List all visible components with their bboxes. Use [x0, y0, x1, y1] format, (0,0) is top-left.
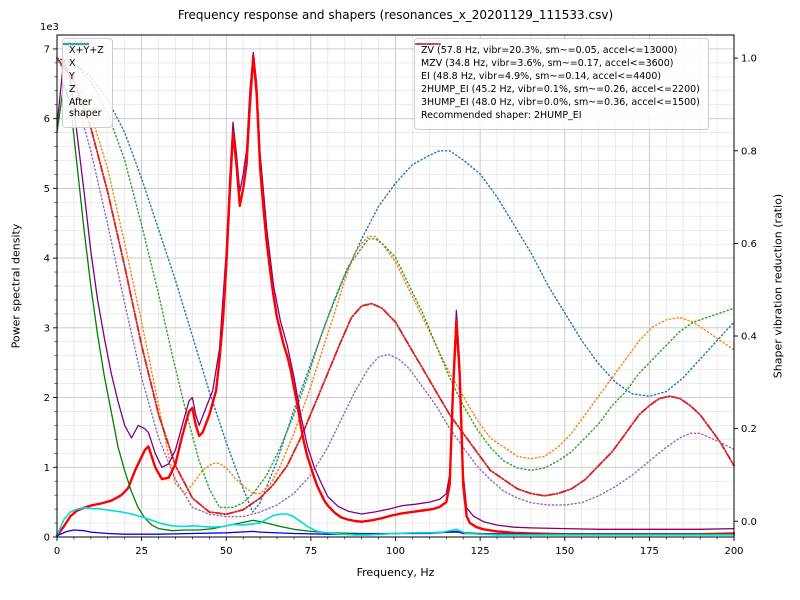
legend-item: After shaper — [63, 43, 104, 120]
legend-item-label: X — [69, 57, 76, 69]
psd-legend: X+Y+Z X Y Z After shaper — [62, 38, 113, 128]
legend-item-label: 2HUMP_EI (45.2 Hz, vibr=0.1%, sm~=0.26, … — [421, 83, 700, 95]
tick-label: 2 — [44, 393, 50, 404]
legend-item-label: X+Y+Z — [69, 45, 104, 56]
tick-label: 0.0 — [741, 517, 757, 528]
legend-line-sample — [415, 39, 441, 49]
tick-label: 5 — [44, 184, 50, 195]
legend-item: Recommended shaper: 2HUMP_EI — [421, 109, 700, 122]
curve-x — [55, 54, 736, 537]
y-axis-offset-multiplier: 1e3 — [40, 22, 59, 33]
tick-label: 0 — [44, 533, 50, 544]
tick-label: 50 — [220, 546, 233, 557]
curve-ei — [56, 57, 735, 509]
legend-item: 3HUMP_EI (48.0 Hz, vibr=0.0%, sm~=0.36, … — [415, 43, 700, 109]
legend-line-sample — [63, 43, 89, 45]
tick-label: 0.2 — [741, 424, 757, 435]
tick-label: 25 — [135, 546, 148, 557]
legend-item: ZV (57.8 Hz, vibr=20.3%, sm~=0.05, accel… — [415, 43, 700, 57]
tick-label: 175 — [640, 546, 659, 557]
tick-label: 100 — [386, 546, 405, 557]
tick-label: 75 — [305, 546, 318, 557]
legend-item: MZV (34.8 Hz, vibr=3.6%, sm~=0.17, accel… — [415, 43, 700, 70]
grid-major — [57, 35, 734, 537]
legend-item: Y — [63, 43, 104, 83]
tick-label: 200 — [724, 546, 743, 557]
tick-label: 125 — [471, 546, 490, 557]
tick-label: 0.4 — [741, 332, 757, 343]
tick-label: 7 — [44, 44, 50, 55]
legend-item: EI (48.8 Hz, vibr=4.9%, sm~=0.14, accel<… — [415, 43, 700, 83]
chart-title: Frequency response and shapers (resonanc… — [177, 8, 614, 22]
legend-item-label: MZV (34.8 Hz, vibr=3.6%, sm~=0.17, accel… — [421, 57, 674, 69]
tick-label: 150 — [555, 546, 574, 557]
legend-item-label: EI (48.8 Hz, vibr=4.9%, sm~=0.14, accel<… — [421, 70, 662, 82]
tick-label: 1 — [44, 463, 50, 474]
curve-3hump-ei — [56, 57, 735, 518]
curves — [55, 51, 736, 537]
x-axis-label: Frequency, Hz — [356, 566, 435, 579]
tick-label: 6 — [44, 114, 50, 125]
tick-label: 0.8 — [741, 146, 757, 157]
tick-label: 3 — [44, 323, 50, 334]
legend-item: 2HUMP_EI (45.2 Hz, vibr=0.1%, sm~=0.26, … — [415, 43, 700, 96]
legend-line-sample — [415, 43, 441, 45]
legend-item-label: After shaper — [69, 96, 102, 119]
tick-label: 0 — [54, 546, 60, 557]
tick-label: 4 — [44, 254, 50, 265]
legend-item-label: 3HUMP_EI (48.0 Hz, vibr=0.0%, sm~=0.36, … — [421, 96, 700, 108]
curve-after-shaper — [56, 506, 735, 537]
axes — [53, 34, 738, 541]
tick-label: 0.6 — [741, 239, 757, 250]
legend-item-label: Recommended shaper: 2HUMP_EI — [421, 109, 582, 121]
tick-label: 1.0 — [741, 54, 757, 65]
curve-2hump-ei — [56, 57, 735, 516]
shaper-legend: ZV (57.8 Hz, vibr=20.3%, sm~=0.05, accel… — [414, 38, 709, 130]
legend-item: X — [63, 42, 104, 70]
tick-labels: 0 25 50 75 100 125 150 175 200 0 1 2 3 4 5 6 7 0.0 0.2 0.4 0… — [44, 44, 757, 557]
legend-item: Z — [63, 43, 104, 96]
legend-item-label: ZV (57.8 Hz, vibr=20.3%, sm~=0.05, accel… — [421, 45, 678, 56]
legend-item-label: Y — [69, 70, 75, 82]
legend-item-label: Z — [69, 83, 76, 95]
